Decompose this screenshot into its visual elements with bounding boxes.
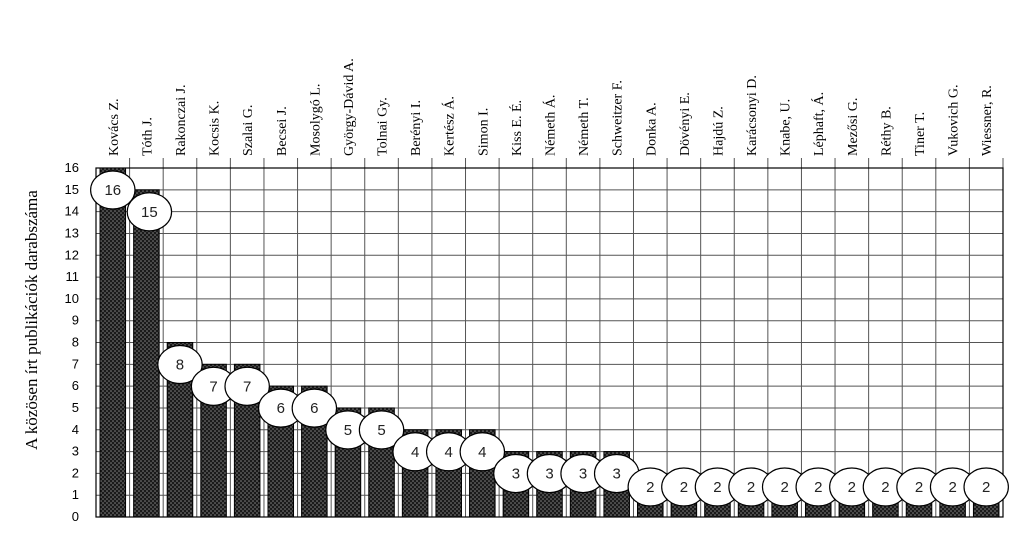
y-tick-label: 12 [65,247,79,262]
data-label: 3 [512,466,520,483]
data-label: 6 [310,400,318,417]
data-label-bubble [157,344,203,385]
y-tick-label: 14 [65,204,79,219]
y-tick-label: 15 [65,182,79,197]
data-label: 7 [209,378,217,395]
x-tick-label: Knabe, U. [779,99,794,156]
data-label: 5 [377,422,385,439]
data-label: 16 [104,182,121,199]
x-tick-label: Rakonczai J. [174,84,189,156]
data-label: 2 [814,479,822,496]
data-label: 2 [915,479,923,496]
data-label: 2 [713,479,721,496]
bar [133,189,160,518]
y-tick-label: 10 [65,291,79,306]
y-tick-label: 13 [65,225,79,240]
x-tick-label: Mosolygó L. [308,84,323,156]
data-label-bubble [90,170,136,210]
data-label: 2 [848,479,856,496]
x-tick-label: Karácsonyi D. [745,75,760,156]
x-tick-label: Mezősi G. [846,98,861,156]
data-label: 2 [780,479,788,496]
y-tick-label: 3 [72,444,79,459]
data-label-bubble [459,432,506,472]
x-tick-label: György-Dávid A. [342,58,357,156]
data-label: 2 [680,479,688,496]
x-tick-label: Szalai G. [241,105,256,156]
x-tick-label: Kovács Z. [107,98,122,156]
data-label: 2 [881,479,889,496]
data-label: 2 [646,479,654,496]
data-label: 2 [747,479,755,496]
y-tick-label: 7 [72,356,79,371]
data-label-bubble [126,192,173,232]
data-label: 7 [243,378,251,395]
y-tick-label: 6 [72,378,79,393]
bar [99,167,127,518]
x-tick-label: Berényi I. [409,100,424,156]
data-label-bubble [291,388,338,428]
y-tick-label: 2 [72,465,79,480]
x-tick-label: Vukovich G. [947,85,962,156]
data-label: 4 [445,444,453,461]
x-tick-label: Tolnai Gy. [376,97,391,156]
x-tick-label: Dövényi E. [678,92,693,156]
data-label: 3 [613,466,621,483]
x-tick-label: Hajdú Z. [711,106,726,156]
data-label: 3 [545,466,553,483]
data-label-bubble [358,410,405,450]
data-label: 4 [411,444,419,461]
data-label: 6 [277,400,285,417]
data-label: 3 [579,466,587,483]
data-label: 8 [176,357,184,374]
x-tick-label: Németh T. [577,97,592,156]
data-labels: 16 15 8 7 7 6 6 5 5 4 4 4 3 3 3 3 2 2 2 2 2 2 2 2 2 2 2 [90,170,1009,507]
x-axis-ticks: Kovács Z. Tóth J. Rakonczai J. Kocsis K. Sza… [107,58,995,156]
y-tick-label: 5 [72,400,79,415]
data-label: 4 [478,444,486,461]
x-tick-label: Tóth J. [140,117,155,156]
x-tick-label: Kocsis K. [208,101,223,156]
data-label: 2 [982,479,990,496]
x-tick-label: Becsei J. [275,106,290,156]
y-tick-label: 4 [72,422,79,437]
data-label-bubble [963,467,1009,507]
data-label: 15 [141,204,158,221]
x-tick-label: Németh Á. [542,95,559,156]
data-label-bubble [224,366,270,406]
x-tick-label: Kertész Á. [441,96,458,156]
x-tick-label: Léphaft, Á. [810,92,827,156]
y-tick-label: 16 [65,160,79,175]
data-label: 2 [948,479,956,496]
x-tick-label: Kiss E. É. [508,100,525,156]
y-axis-title: A közösen írt publikációk darabszáma [22,190,41,450]
y-tick-label: 9 [72,313,79,328]
x-tick-label: Schweitzer F. [611,80,626,156]
y-tick-label: 8 [72,335,79,350]
x-tick-label: Tiner T. [913,112,928,156]
x-tick-label: Wiessner, R. [980,85,995,156]
y-tick-label: 0 [72,509,79,524]
x-tick-label: Simon I. [476,108,491,156]
x-tick-label: Réthy B. [879,106,894,156]
y-tick-label: 11 [66,269,80,284]
x-tick-label: Donka A. [644,102,659,156]
data-label: 5 [344,422,352,439]
y-tick-label: 1 [72,487,79,502]
